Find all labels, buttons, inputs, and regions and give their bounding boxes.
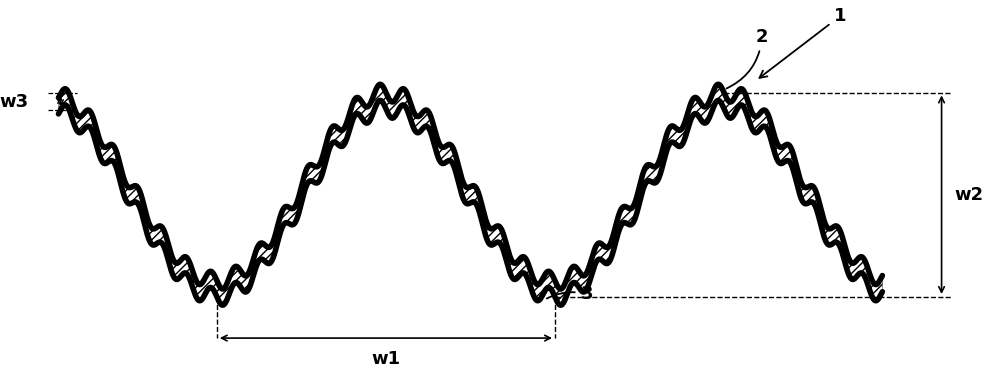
Text: w2: w2 [954, 186, 983, 204]
Polygon shape [58, 84, 882, 305]
Text: 3: 3 [547, 285, 593, 303]
Text: w3: w3 [0, 92, 29, 111]
Text: w1: w1 [371, 350, 400, 368]
Text: 1: 1 [759, 7, 846, 78]
Text: 2: 2 [726, 28, 768, 88]
